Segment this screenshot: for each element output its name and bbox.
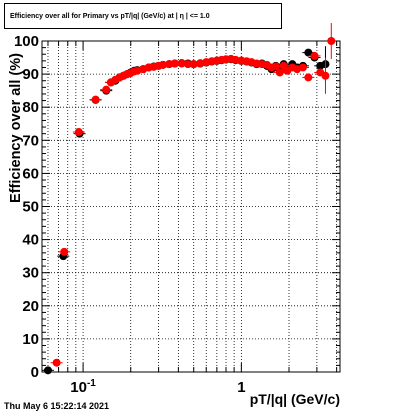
y-tick-label: 30 [22,265,39,282]
data-point [196,59,205,68]
plot-frame [41,40,341,373]
data-point [43,366,52,375]
grid-lines [42,41,340,372]
data-point [304,48,313,57]
axis-ticks [42,40,340,373]
data-point [102,85,111,94]
data-point [271,62,280,71]
data-point [327,37,336,45]
y-tick-label: 80 [22,99,39,116]
data-point [304,73,313,82]
data-point [298,63,307,72]
data-point [170,59,179,68]
data-point [177,59,186,68]
y-tick-label: 0 [31,364,39,381]
data-point [321,71,330,80]
y-tick-label: 50 [22,199,39,216]
tick-labels: 0 10 20 30 40 50 60 70 80 90 100 10-1 1 [14,33,246,396]
data-point [189,60,198,69]
data-point [159,60,168,69]
data-markers [41,23,336,375]
y-tick-label: 100 [14,33,39,50]
x-tick-label: 1 [237,379,245,396]
data-point [310,51,319,60]
plot-title: Efficiency over all for Primary vs pT/|q… [10,12,210,20]
y-tick-label: 10 [22,331,39,348]
data-point [74,128,83,137]
y-axis-title: Efficiency over all (%) [8,53,24,203]
x-tick-label: 10-1 [70,378,96,396]
plot-title-box: Efficiency over all for Primary vs pT/|q… [4,3,282,29]
y-tick-label: 40 [22,232,39,249]
y-tick-label: 20 [22,298,39,315]
data-point [91,95,100,104]
y-tick-label: 90 [22,66,39,83]
x-axis-title: pT/|q| (GeV/c) [249,391,340,407]
y-tick-label: 70 [22,132,39,149]
y-tick-label: 60 [22,165,39,182]
data-point [60,247,69,256]
footer-timestamp: Thu May 6 15:22:14 2021 [4,401,110,411]
data-point [52,358,61,367]
